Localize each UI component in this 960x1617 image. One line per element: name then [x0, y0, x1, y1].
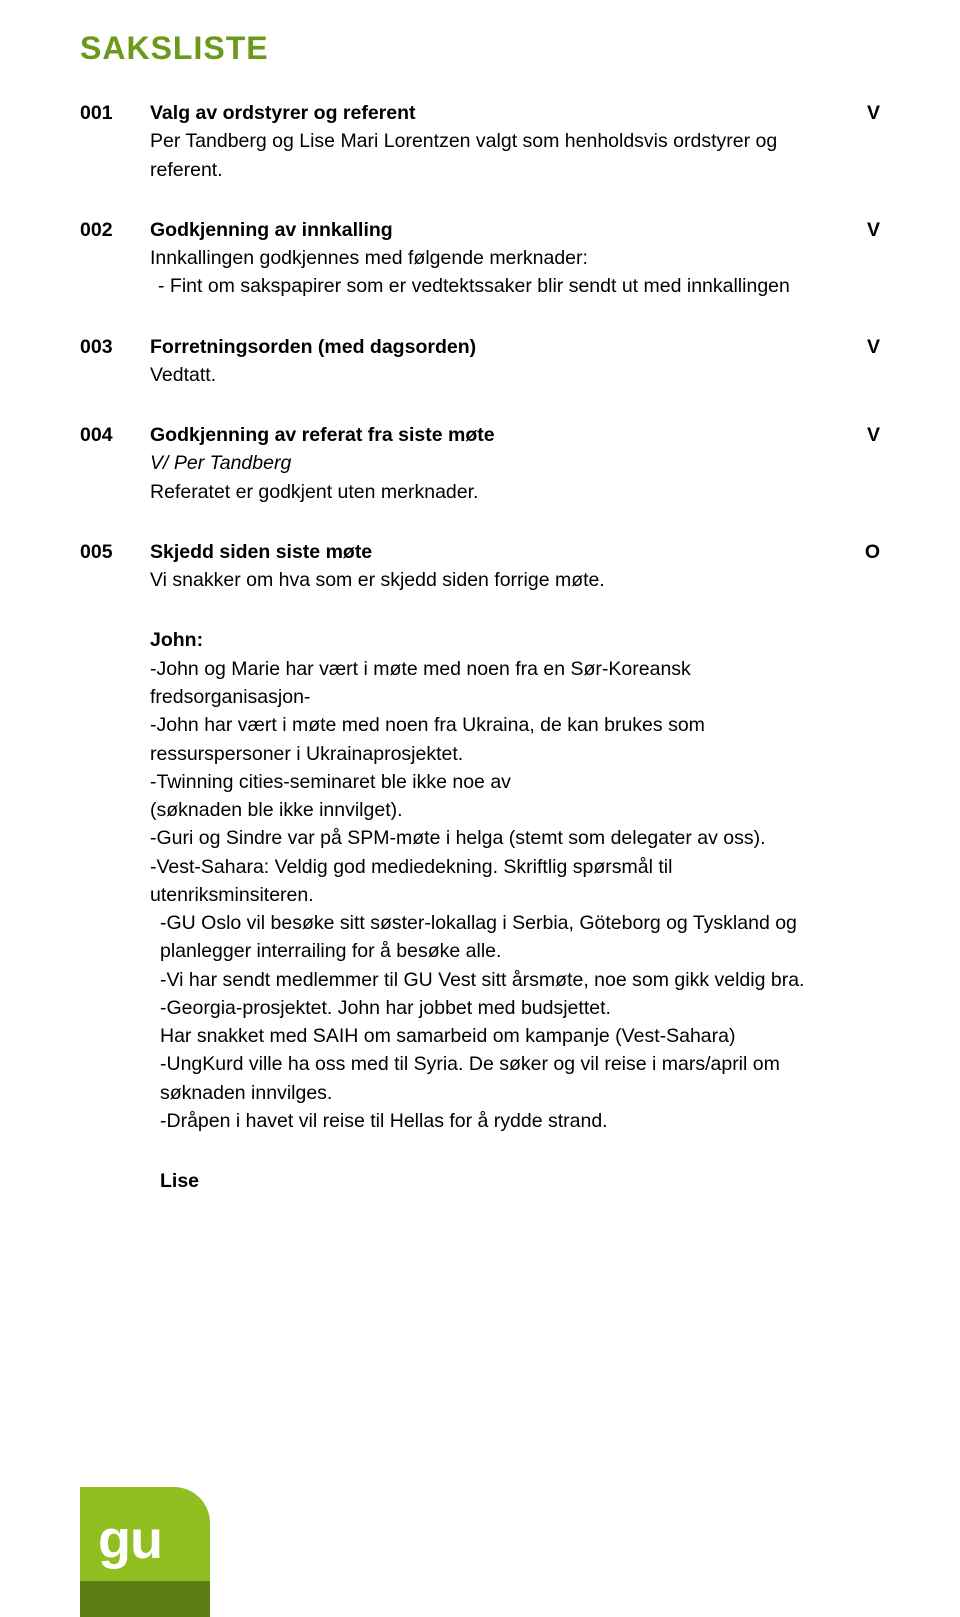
- detail-label: Lise: [150, 1167, 840, 1195]
- agenda-item: 002 Godkjenning av innkalling V Innkalli…: [80, 216, 880, 301]
- logo-text: gu: [98, 1509, 162, 1571]
- item-text: Vi snakker om hva som er skjedd siden fo…: [150, 566, 840, 594]
- detail-line: -Guri og Sindre var på SPM-møte i helga …: [150, 824, 840, 852]
- detail-block-john: John: -John og Marie har vært i møte med…: [80, 626, 880, 1135]
- item-body: Forretningsorden (med dagsorden) V Vedta…: [150, 333, 880, 390]
- agenda-item: 003 Forretningsorden (med dagsorden) V V…: [80, 333, 880, 390]
- page-content: SAKSLISTE 001 Valg av ordstyrer og refer…: [0, 0, 960, 1196]
- item-title: Forretningsorden (med dagsorden): [150, 336, 476, 358]
- detail-body: John: -John og Marie har vært i møte med…: [150, 626, 880, 1135]
- item-marker: V: [867, 99, 880, 127]
- detail-line: Har snakket med SAIH om samarbeid om kam…: [150, 1022, 840, 1050]
- detail-line: -Dråpen i havet vil reise til Hellas for…: [150, 1107, 840, 1135]
- item-number: 002: [80, 216, 150, 301]
- item-text: Referatet er godkjent uten merknader.: [150, 478, 840, 506]
- detail-line: -Vi har sendt medlemmer til GU Vest sitt…: [150, 966, 840, 994]
- page-heading: SAKSLISTE: [80, 30, 880, 67]
- item-number: 003: [80, 333, 150, 390]
- item-body: Godkjenning av referat fra siste møte V …: [150, 421, 880, 506]
- detail-line: -GU Oslo vil besøke sitt søster-lokallag…: [150, 909, 840, 966]
- detail-line: -Twinning cities-seminaret ble ikke noe …: [150, 768, 840, 796]
- item-dash-line: - Fint om sakspapirer som er vedtektssak…: [150, 272, 840, 300]
- detail-line: -John har vært i møte med noen fra Ukrai…: [150, 711, 840, 768]
- item-text: Innkallingen godkjennes med følgende mer…: [150, 244, 840, 272]
- item-marker: V: [867, 421, 880, 449]
- item-number: 001: [80, 99, 150, 184]
- detail-spacer: [80, 626, 150, 1135]
- detail-line: (søknaden ble ikke innvilget).: [150, 796, 840, 824]
- detail-label: John:: [150, 626, 840, 654]
- item-title: Skjedd siden siste møte: [150, 541, 372, 563]
- item-number: 005: [80, 538, 150, 595]
- item-number: 004: [80, 421, 150, 506]
- agenda-item: 005 Skjedd siden siste møte O Vi snakker…: [80, 538, 880, 595]
- item-marker: V: [867, 216, 880, 244]
- detail-body: Lise: [150, 1167, 880, 1195]
- item-marker: O: [865, 538, 880, 566]
- item-title: Godkjenning av referat fra siste møte: [150, 424, 495, 446]
- logo-shape-bottom: [80, 1581, 210, 1617]
- detail-line: -John og Marie har vært i møte med noen …: [150, 655, 840, 712]
- agenda-item: 001 Valg av ordstyrer og referent V Per …: [80, 99, 880, 184]
- gu-logo: gu: [80, 1487, 210, 1617]
- item-title: Godkjenning av innkalling: [150, 219, 393, 241]
- item-body: Godkjenning av innkalling V Innkallingen…: [150, 216, 880, 301]
- detail-block-lise: Lise: [80, 1167, 880, 1195]
- agenda-item: 004 Godkjenning av referat fra siste møt…: [80, 421, 880, 506]
- item-title: Valg av ordstyrer og referent: [150, 102, 416, 124]
- detail-line: -UngKurd ville ha oss med til Syria. De …: [150, 1050, 840, 1107]
- item-body: Valg av ordstyrer og referent V Per Tand…: [150, 99, 880, 184]
- item-text: Vedtatt.: [150, 361, 840, 389]
- item-marker: V: [867, 333, 880, 361]
- item-body: Skjedd siden siste møte O Vi snakker om …: [150, 538, 880, 595]
- item-presenter: V/ Per Tandberg: [150, 449, 840, 477]
- detail-line: -Georgia-prosjektet. John har jobbet med…: [150, 994, 840, 1022]
- item-text: Per Tandberg og Lise Mari Lorentzen valg…: [150, 127, 840, 184]
- detail-spacer: [80, 1167, 150, 1195]
- detail-line: -Vest-Sahara: Veldig god mediedekning. S…: [150, 853, 840, 910]
